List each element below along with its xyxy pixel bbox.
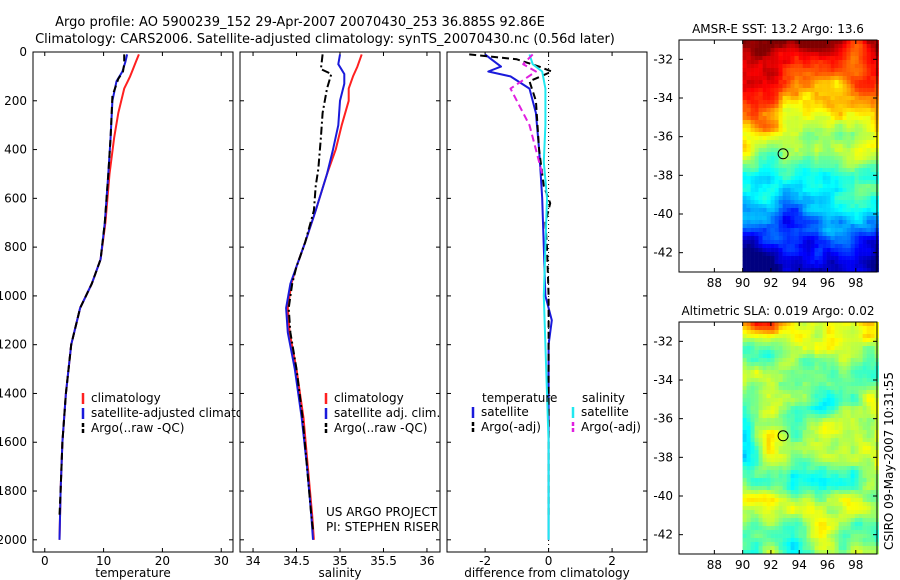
sst_map-ytick-label: -36 [653, 130, 673, 144]
difference-legend-title-salinity: salinity [582, 391, 625, 405]
difference-legend-label: Argo(-adj) [481, 420, 541, 434]
sst_map-xtick-label: 88 [707, 276, 722, 290]
depth-tick-label: 2000 [0, 533, 27, 547]
depth-tick-label: 0 [19, 45, 27, 59]
salinity-xtick-label: 35.5 [370, 554, 397, 568]
salinity-legend-label: climatology [334, 391, 404, 405]
salinity-xtick-label: 34 [245, 554, 260, 568]
sla_map-argo-location-marker [777, 430, 789, 442]
depth-tick-label: 1000 [0, 289, 27, 303]
sst_map-ytick-label: -38 [653, 168, 673, 182]
sst_map-title: AMSR-E SST: 13.2 Argo: 13.6 [692, 22, 864, 36]
temperature-axes-box [32, 51, 234, 553]
sst_map-ytick-label: -32 [653, 52, 673, 66]
difference-xtick-label: 0 [545, 554, 553, 568]
sla_map-xtick-label: 98 [848, 558, 863, 572]
sst_map-xtick-label: 90 [735, 276, 750, 290]
salinity-legend-label: Argo(..raw -QC) [334, 421, 427, 435]
sla_map-ytick-label: -36 [653, 412, 673, 426]
difference-series-salinity-argo-adj- [509, 53, 544, 175]
depth-tick-label: 1800 [0, 484, 27, 498]
sst_map-xtick-label: 94 [792, 276, 807, 290]
temperature-xtick-label: 0 [41, 554, 49, 568]
difference-legend-label: satellite [481, 405, 529, 419]
sla_map-xtick-label: 92 [763, 558, 778, 572]
project-annotation: PI: STEPHEN RISER [326, 520, 439, 534]
sst_map-argo-location-marker [777, 148, 789, 160]
salinity-panel: 34 34.5 35 35.5 36 salinity climatologysatelli… [239, 51, 441, 580]
depth-tick-label: 200 [4, 94, 27, 108]
difference-xlabel: difference from climatology [464, 566, 630, 580]
sla_map-ytick-label: -38 [653, 450, 673, 464]
temperature-legend-label: satellite-adjusted climatology [91, 406, 269, 420]
sla_map-ytick-label: -40 [653, 489, 673, 503]
sst_map-ytick-label: -34 [653, 91, 673, 105]
sst_map-ytick-label: -42 [653, 246, 673, 260]
salinity-xtick-label: 35 [332, 554, 347, 568]
salinity-xlabel: salinity [318, 566, 361, 580]
sst_map-axes-box [678, 39, 878, 273]
depth-tick-label: 1600 [0, 435, 27, 449]
depth-tick-label: 800 [4, 240, 27, 254]
difference-series-salinity-satellite [528, 54, 550, 540]
sla_map-heatmap-cells [742, 322, 879, 555]
sla_map-ytick-label: -42 [653, 528, 673, 542]
depth-tick-label: 600 [4, 191, 27, 205]
header-line-1: Argo profile: AO 5900239_152 29-Apr-2007… [55, 15, 545, 30]
difference-legend-label: Argo(-adj) [581, 420, 641, 434]
sst_map-xtick-label: 96 [820, 276, 835, 290]
sla-map-panel: 88 90 92 94 96 98 -32 -34 -36 -38 -40 -42 Altimetric… [653, 304, 879, 572]
temperature-legend-label: Argo(..raw -QC) [91, 421, 184, 435]
difference-legend-label: satellite [581, 405, 629, 419]
temperature-legend-label: climatology [91, 391, 161, 405]
temperature-xtick-label: 10 [96, 554, 111, 568]
difference-xtick-label: 2 [608, 554, 616, 568]
sla_map-xtick-label: 94 [792, 558, 807, 572]
sla_map-title: Altimetric SLA: 0.019 Argo: 0.02 [681, 304, 874, 318]
depth-tick-label: 400 [4, 143, 27, 157]
header-line-2: Climatology: CARS2006. Satellite-adjuste… [35, 32, 615, 47]
temperature-xtick-label: 30 [214, 554, 229, 568]
sla_map-xtick-label: 90 [735, 558, 750, 572]
salinity-xtick-label: 36 [419, 554, 434, 568]
sst_map-xtick-label: 92 [763, 276, 778, 290]
sla_map-ytick-label: -34 [653, 373, 673, 387]
difference-legend-title-temperature: temperature [482, 391, 557, 405]
timestamp-label: CSIRO 09-May-2007 10:31:55 [882, 372, 896, 550]
sla_map-xtick-label: 96 [820, 558, 835, 572]
sst_map-ytick-label: -40 [653, 207, 673, 221]
salinity-axes-box [239, 51, 441, 553]
depth-tick-label: 1400 [0, 386, 27, 400]
temperature-panel: 0 10 20 30 0 200 400 600 800 1000 1200 1400 1600 1800… [0, 45, 269, 580]
sla_map-ytick-label: -32 [653, 334, 673, 348]
difference-series-temperature-argo-adj- [469, 53, 553, 516]
sst-map-panel: 88 90 92 94 96 98 -32 -34 -36 -38 -40 -42 AMSR-E SST… [653, 22, 879, 290]
salinity-series-argo-raw-qc- [287, 54, 333, 531]
salinity-legend-label: satellite adj. clim. [334, 406, 440, 420]
salinity-xtick-label: 34.5 [283, 554, 310, 568]
temperature-xtick-label: 20 [155, 554, 170, 568]
project-annotation: US ARGO PROJECT [326, 505, 438, 519]
sst_map-xtick-label: 98 [848, 276, 863, 290]
sla_map-axes-box [678, 321, 878, 555]
sst_map-heatmap-cells [742, 40, 879, 273]
temperature-xlabel: temperature [95, 566, 170, 580]
depth-tick-label: 1200 [0, 338, 27, 352]
temperature-series-argo-raw-qc- [58, 54, 126, 516]
difference-xtick-label: -2 [479, 554, 491, 568]
sla_map-xtick-label: 88 [707, 558, 722, 572]
